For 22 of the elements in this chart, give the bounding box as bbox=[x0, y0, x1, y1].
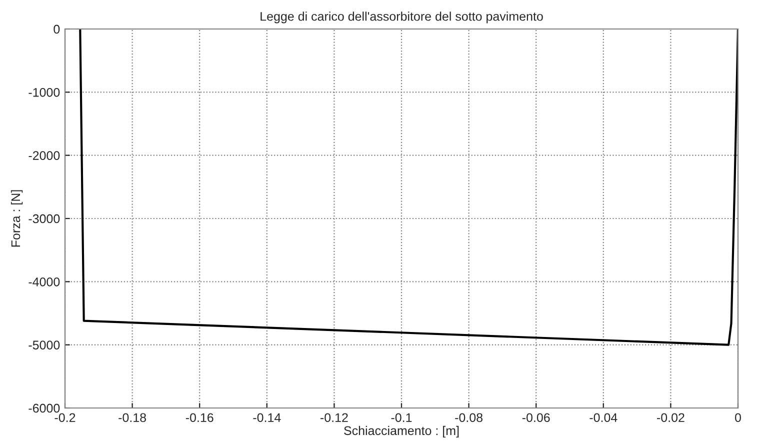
x-tick-label: -0.14 bbox=[253, 413, 281, 422]
y-tick-label: -6000 bbox=[28, 404, 60, 413]
y-tick-label: -4000 bbox=[28, 277, 60, 286]
y-tick-label: -3000 bbox=[28, 214, 60, 224]
x-tick-label: -0.06 bbox=[522, 413, 550, 422]
y-tick-label: -2000 bbox=[28, 151, 60, 160]
y-axis-title: Forza : [N] bbox=[10, 190, 23, 247]
x-tick-label: -0.02 bbox=[657, 413, 684, 422]
chart-title: Legge di carico dell'assorbitore del sotto pavimento bbox=[260, 12, 543, 24]
y-tick-label: -5000 bbox=[28, 340, 60, 350]
x-tick-label: -0.04 bbox=[590, 413, 618, 422]
x-axis-title: Schiacciamento : [m] bbox=[344, 426, 459, 438]
x-tick-label: -0.16 bbox=[186, 413, 214, 422]
line-series bbox=[79, 29, 738, 346]
x-tick-label: -0.12 bbox=[320, 413, 348, 422]
x-tick-label: -0.18 bbox=[118, 413, 146, 422]
y-tick-label: 0 bbox=[54, 24, 60, 34]
x-tick-label: -0.2 bbox=[54, 413, 76, 422]
x-tick-label: 0 bbox=[735, 413, 741, 422]
x-tick-label: -0.1 bbox=[391, 413, 412, 422]
y-tick-label: -1000 bbox=[28, 88, 60, 97]
x-tick-label: -0.08 bbox=[455, 413, 483, 422]
